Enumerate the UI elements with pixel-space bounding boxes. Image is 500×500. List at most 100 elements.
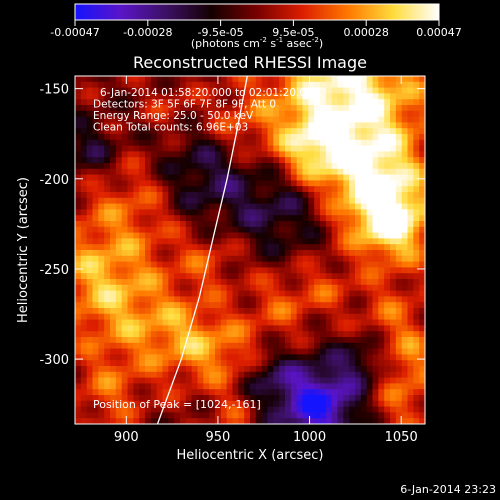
- heatmap-pixel: [232, 302, 239, 309]
- heatmap-pixel: [378, 406, 385, 413]
- heatmap-pixel: [390, 366, 397, 373]
- heatmap-pixel: [267, 186, 274, 193]
- heatmap-pixel: [337, 221, 344, 228]
- heatmap-pixel: [360, 145, 368, 152]
- heatmap-pixel: [366, 116, 374, 123]
- heatmap-pixel: [372, 168, 379, 176]
- heatmap-pixel: [331, 209, 339, 216]
- heatmap-pixel: [115, 128, 123, 135]
- heatmap-pixel: [395, 134, 403, 141]
- heatmap-pixel: [349, 192, 356, 199]
- heatmap-pixel: [185, 99, 193, 106]
- heatmap-pixel: [98, 163, 105, 170]
- heatmap-pixel: [343, 279, 350, 286]
- heatmap-pixel: [162, 267, 169, 274]
- heatmap-pixel: [296, 383, 304, 390]
- heatmap-pixel: [343, 261, 350, 268]
- heatmap-pixel: [320, 238, 327, 245]
- heatmap-pixel: [360, 331, 368, 338]
- heatmap-pixel: [150, 279, 158, 286]
- heatmap-pixel: [261, 197, 269, 205]
- heatmap-pixel: [331, 348, 339, 355]
- heatmap-pixel: [92, 163, 99, 170]
- heatmap-pixel: [180, 418, 187, 424]
- heatmap-pixel: [290, 163, 298, 170]
- heatmap-pixel: [197, 122, 204, 129]
- heatmap-pixel: [255, 313, 263, 321]
- heatmap-pixel: [133, 319, 140, 326]
- heatmap-pixel: [401, 395, 409, 402]
- heatmap-pixel: [104, 290, 111, 297]
- heatmap-pixel: [413, 168, 420, 176]
- heatmap-pixel: [290, 337, 298, 344]
- heatmap-pixel: [366, 279, 374, 286]
- heatmap-pixel: [104, 221, 111, 228]
- heatmap-pixel: [197, 151, 204, 158]
- heatmap-pixel: [349, 134, 356, 141]
- heatmap-pixel: [115, 203, 123, 210]
- heatmap-pixel: [267, 110, 274, 118]
- heatmap-pixel: [238, 186, 245, 193]
- heatmap-pixel: [273, 342, 280, 350]
- heatmap-pixel: [255, 360, 263, 367]
- heatmap-pixel: [261, 180, 269, 187]
- heatmap-pixel: [366, 406, 374, 413]
- heatmap-pixel: [419, 122, 425, 129]
- heatmap-pixel: [232, 284, 239, 292]
- heatmap-pixel: [220, 319, 228, 326]
- heatmap-pixel: [162, 273, 169, 280]
- heatmap-pixel: [232, 145, 239, 152]
- heatmap-pixel: [273, 319, 280, 326]
- heatmap-pixel: [360, 116, 368, 123]
- heatmap-pixel: [133, 308, 140, 315]
- heatmap-pixel: [162, 325, 169, 332]
- heatmap-pixel: [407, 250, 414, 257]
- heatmap-pixel: [133, 244, 140, 251]
- heatmap-pixel: [250, 76, 257, 83]
- heatmap-pixel: [337, 174, 344, 181]
- heatmap-pixel: [320, 186, 327, 193]
- heatmap-pixel: [366, 261, 374, 268]
- heatmap-pixel: [180, 261, 187, 268]
- heatmap-pixel: [337, 395, 344, 402]
- heatmap-pixel: [226, 226, 234, 234]
- heatmap-pixel: [384, 192, 391, 199]
- heatmap-pixel: [215, 319, 222, 326]
- heatmap-pixel: [290, 209, 298, 216]
- heatmap-pixel: [314, 255, 321, 263]
- heatmap-pixel: [92, 122, 99, 129]
- heatmap-pixel: [296, 244, 304, 251]
- heatmap-pixel: [395, 203, 403, 210]
- heatmap-pixel: [180, 325, 187, 332]
- heatmap-pixel: [174, 412, 181, 419]
- heatmap-pixel: [174, 331, 181, 338]
- heatmap-pixel: [384, 267, 391, 274]
- heatmap-pixel: [168, 197, 175, 205]
- heatmap-pixel: [150, 325, 158, 332]
- heatmap-pixel: [360, 366, 368, 373]
- heatmap-pixel: [390, 110, 397, 118]
- heatmap-pixel: [232, 406, 239, 413]
- heatmap-pixel: [337, 290, 344, 297]
- heatmap-pixel: [285, 412, 292, 419]
- heatmap-pixel: [343, 128, 350, 135]
- heatmap-pixel: [384, 244, 391, 251]
- heatmap-pixel: [121, 331, 129, 338]
- heatmap-pixel: [384, 308, 391, 315]
- heatmap-pixel: [255, 110, 263, 118]
- heatmap-pixel: [290, 395, 298, 402]
- heatmap-pixel: [285, 377, 292, 384]
- heatmap-pixel: [390, 261, 397, 268]
- heatmap-pixel: [197, 81, 204, 89]
- heatmap-pixel: [80, 81, 88, 89]
- heatmap-pixel: [133, 389, 140, 396]
- heatmap-pixel: [320, 255, 327, 263]
- heatmap-pixel: [407, 203, 414, 210]
- heatmap-pixel: [244, 377, 251, 384]
- heatmap-pixel: [355, 267, 362, 274]
- heatmap-pixel: [162, 197, 169, 205]
- heatmap-pixel: [407, 209, 414, 216]
- heatmap-pixel: [419, 337, 425, 344]
- heatmap-pixel: [110, 134, 117, 141]
- heatmap-pixel: [343, 412, 350, 419]
